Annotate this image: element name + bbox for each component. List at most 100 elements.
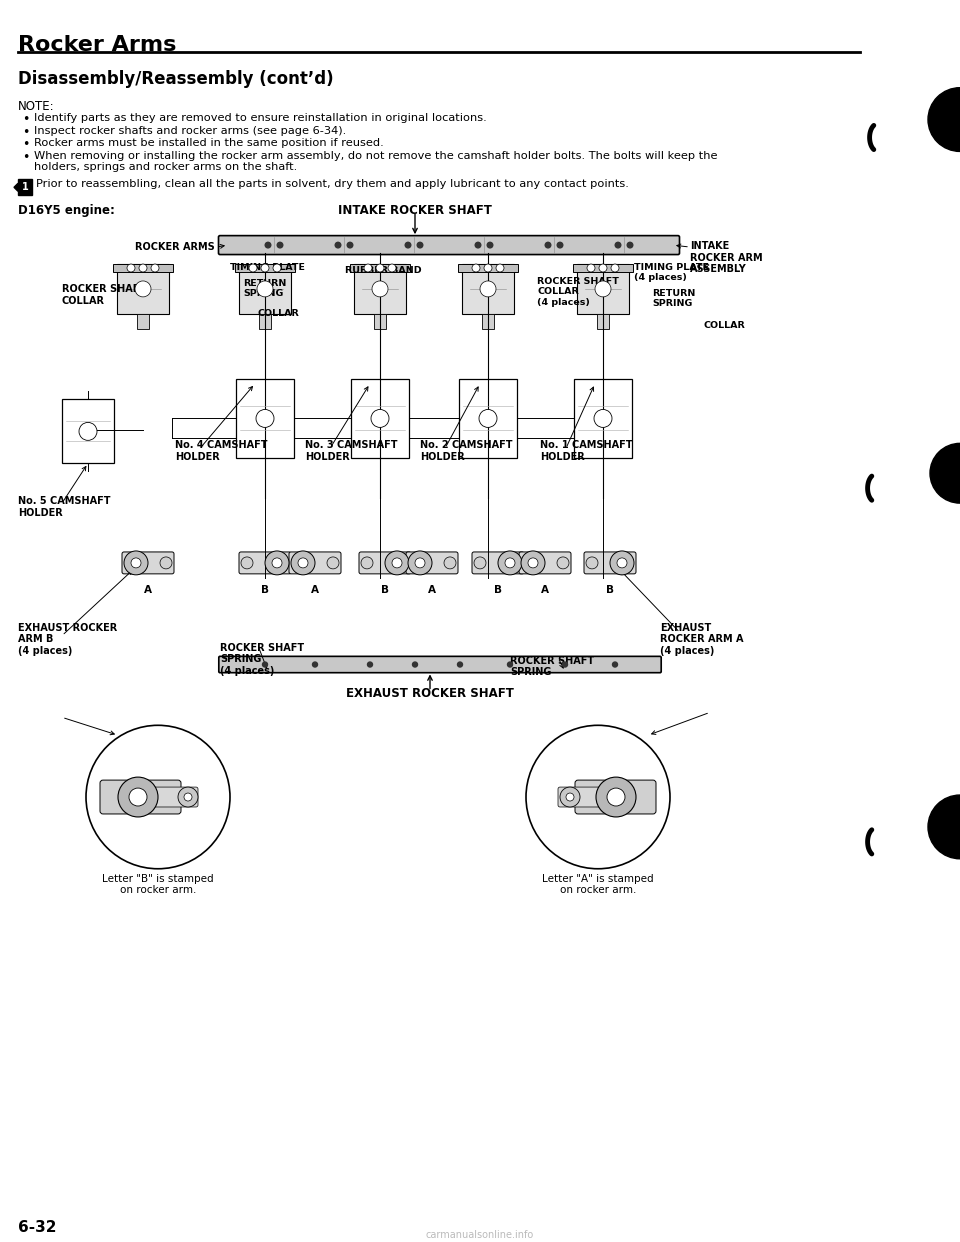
Circle shape — [124, 551, 148, 575]
Circle shape — [526, 725, 670, 868]
FancyBboxPatch shape — [122, 551, 174, 574]
Circle shape — [265, 242, 271, 248]
Circle shape — [249, 265, 257, 272]
Circle shape — [178, 787, 198, 807]
Text: Disassembly/Reassembly (cont’d): Disassembly/Reassembly (cont’d) — [18, 70, 334, 88]
Text: ROCKER SHAFT
SPRING: ROCKER SHAFT SPRING — [510, 656, 594, 677]
Bar — [236, 379, 294, 458]
Circle shape — [484, 265, 492, 272]
Polygon shape — [18, 179, 32, 195]
Bar — [462, 265, 514, 314]
Circle shape — [368, 662, 372, 667]
FancyBboxPatch shape — [289, 551, 341, 574]
Circle shape — [557, 242, 563, 248]
Text: •: • — [22, 125, 30, 139]
Text: COLLAR: COLLAR — [703, 320, 745, 330]
Wedge shape — [930, 443, 960, 503]
Circle shape — [627, 242, 633, 248]
Circle shape — [586, 556, 598, 569]
FancyBboxPatch shape — [472, 551, 524, 574]
Text: No. 3 CAMSHAFT
HOLDER: No. 3 CAMSHAFT HOLDER — [305, 441, 397, 462]
Circle shape — [261, 265, 269, 272]
Text: No. 5 CAMSHAFT
HOLDER: No. 5 CAMSHAFT HOLDER — [18, 496, 110, 518]
Text: B: B — [261, 585, 269, 595]
Text: TIMING PLATE: TIMING PLATE — [230, 263, 305, 272]
Text: ROCKER SHAFT
COLLAR: ROCKER SHAFT COLLAR — [62, 284, 146, 306]
Circle shape — [418, 242, 422, 248]
Circle shape — [131, 558, 141, 568]
Text: carmanualsonline.info: carmanualsonline.info — [426, 1231, 534, 1241]
Text: No. 1 CAMSHAFT
HOLDER: No. 1 CAMSHAFT HOLDER — [540, 441, 633, 462]
Circle shape — [86, 725, 230, 868]
Circle shape — [151, 265, 159, 272]
Circle shape — [327, 556, 339, 569]
Text: B: B — [606, 585, 614, 595]
Circle shape — [596, 777, 636, 817]
Circle shape — [611, 265, 619, 272]
Circle shape — [135, 281, 151, 297]
Bar — [235, 265, 295, 272]
Text: RETURN
SPRING: RETURN SPRING — [652, 289, 695, 308]
Bar — [117, 265, 169, 314]
Circle shape — [563, 662, 567, 667]
Circle shape — [444, 556, 456, 569]
Circle shape — [557, 556, 569, 569]
Circle shape — [607, 789, 625, 806]
Circle shape — [79, 422, 97, 441]
Text: EXHAUST ROCKER SHAFT: EXHAUST ROCKER SHAFT — [346, 687, 514, 700]
Text: B: B — [494, 585, 502, 595]
Bar — [239, 265, 291, 314]
Bar — [137, 314, 149, 329]
FancyBboxPatch shape — [219, 236, 680, 255]
Circle shape — [376, 265, 384, 272]
Circle shape — [291, 551, 315, 575]
Polygon shape — [14, 184, 18, 191]
Text: Letter "B" is stamped
on rocker arm.: Letter "B" is stamped on rocker arm. — [102, 873, 214, 895]
Bar — [458, 265, 518, 272]
Circle shape — [385, 551, 409, 575]
Circle shape — [413, 662, 418, 667]
Text: Rocker Arms: Rocker Arms — [18, 35, 177, 55]
Bar — [577, 265, 629, 314]
Text: Letter "A" is stamped
on rocker arm.: Letter "A" is stamped on rocker arm. — [542, 873, 654, 895]
Circle shape — [348, 242, 353, 248]
Bar — [354, 265, 406, 314]
Circle shape — [545, 242, 551, 248]
Circle shape — [277, 242, 283, 248]
Circle shape — [615, 242, 621, 248]
Text: D16Y5 engine:: D16Y5 engine: — [18, 204, 115, 217]
Text: Inspect rocker shafts and rocker arms (see page 6-34).: Inspect rocker shafts and rocker arms (s… — [34, 125, 347, 135]
Text: •: • — [22, 152, 30, 164]
FancyBboxPatch shape — [406, 551, 458, 574]
Circle shape — [508, 662, 513, 667]
Circle shape — [272, 558, 282, 568]
Text: 1: 1 — [22, 183, 29, 193]
Circle shape — [612, 662, 617, 667]
Text: Identify parts as they are removed to ensure reinstallation in original location: Identify parts as they are removed to en… — [34, 113, 487, 123]
Text: EXHAUST ROCKER
ARM B
(4 places): EXHAUST ROCKER ARM B (4 places) — [18, 622, 117, 656]
Circle shape — [129, 789, 147, 806]
Circle shape — [594, 410, 612, 427]
Circle shape — [475, 242, 481, 248]
Circle shape — [265, 551, 289, 575]
Circle shape — [480, 281, 496, 297]
Bar — [482, 314, 494, 329]
Circle shape — [528, 558, 538, 568]
Circle shape — [595, 281, 611, 297]
FancyBboxPatch shape — [239, 551, 291, 574]
Circle shape — [458, 662, 463, 667]
Circle shape — [262, 662, 268, 667]
Text: A: A — [144, 585, 152, 595]
Circle shape — [372, 281, 388, 297]
Text: When removing or installing the rocker arm assembly, do not remove the camshaft : When removing or installing the rocker a… — [34, 152, 717, 161]
Text: INTAKE ROCKER SHAFT: INTAKE ROCKER SHAFT — [338, 204, 492, 217]
Text: ROCKER SHAFT
SPRING
(4 places): ROCKER SHAFT SPRING (4 places) — [220, 642, 304, 676]
Bar — [350, 265, 410, 272]
Text: COLLAR: COLLAR — [258, 309, 300, 318]
Text: No. 4 CAMSHAFT
HOLDER: No. 4 CAMSHAFT HOLDER — [175, 441, 268, 462]
Text: RETURN
SPRING: RETURN SPRING — [243, 279, 286, 298]
Text: NOTE:: NOTE: — [18, 99, 55, 113]
Circle shape — [487, 242, 492, 248]
Circle shape — [521, 551, 545, 575]
Circle shape — [139, 265, 147, 272]
